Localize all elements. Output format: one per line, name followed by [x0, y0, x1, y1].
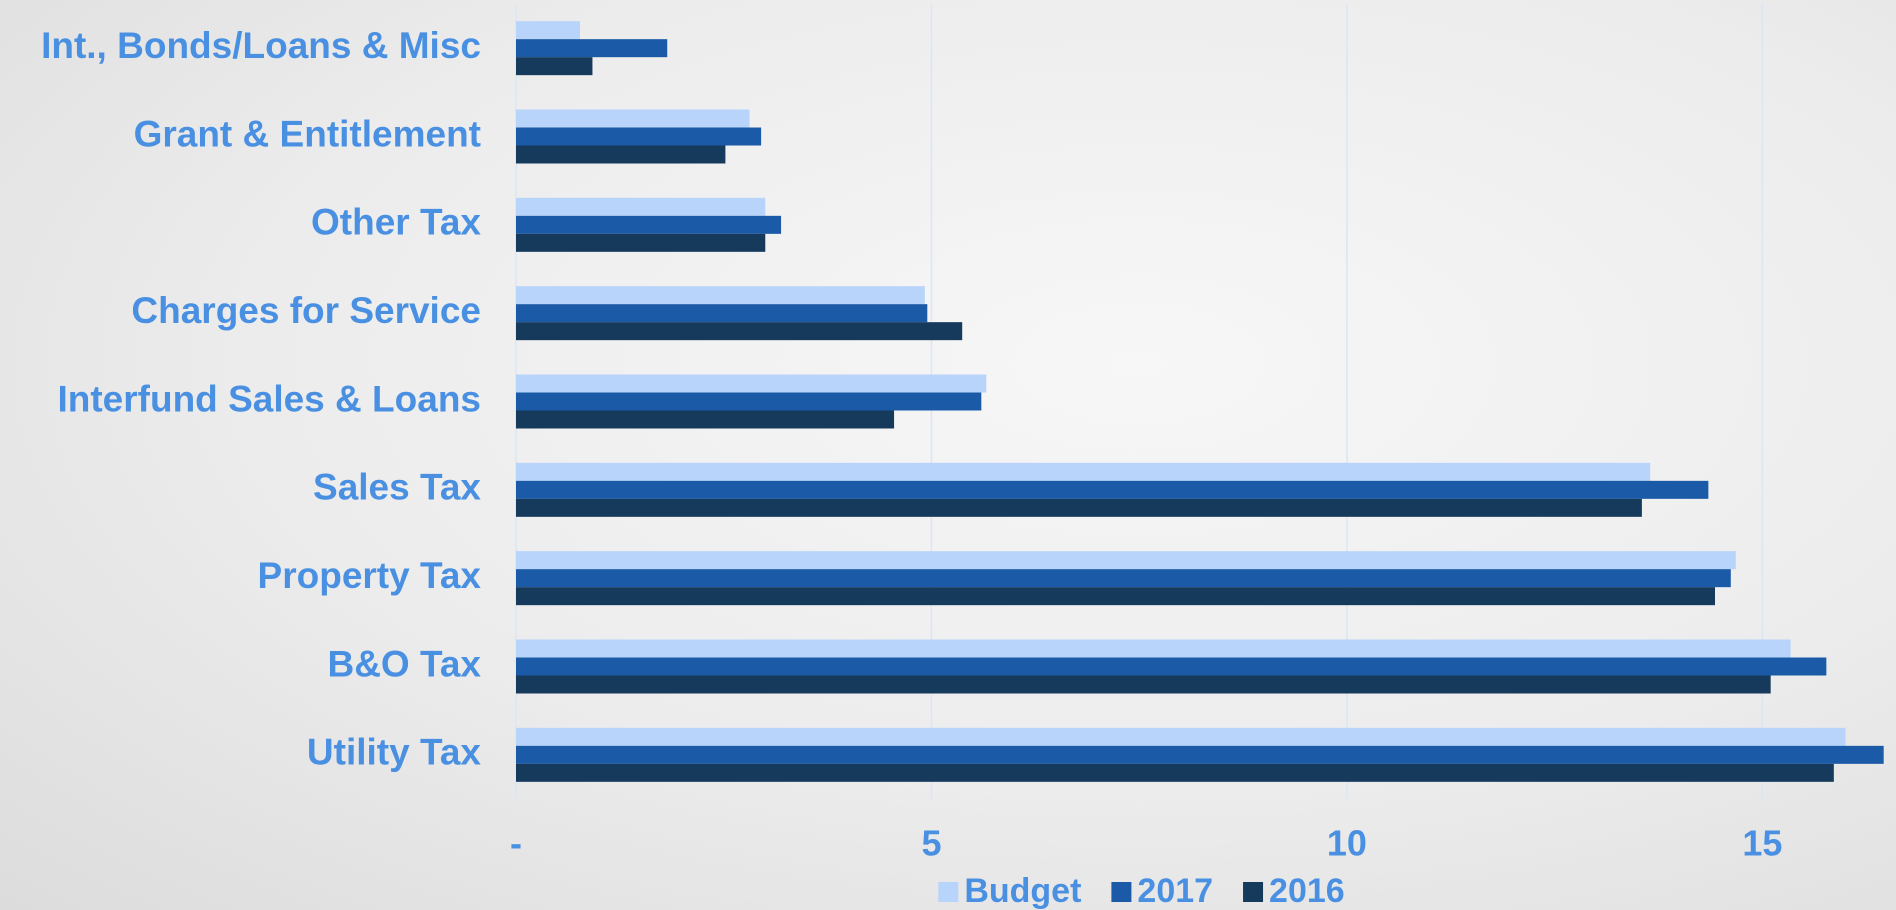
bar — [516, 304, 928, 323]
bar — [516, 498, 1642, 517]
bar — [516, 109, 750, 128]
bar — [516, 197, 766, 216]
bar — [516, 675, 1771, 694]
category-label: Sales Tax — [313, 467, 481, 508]
x-tick-label: - — [510, 823, 522, 864]
bar — [516, 763, 1834, 782]
bar — [516, 127, 762, 146]
bar — [516, 233, 766, 252]
category-label: Other Tax — [311, 202, 481, 243]
bar — [516, 410, 895, 429]
legend-label: 2017 — [1137, 872, 1213, 910]
x-tick-label: 15 — [1742, 823, 1782, 864]
x-tick-label: 5 — [921, 823, 941, 864]
legend-marker — [938, 882, 959, 902]
bar — [516, 374, 987, 393]
category-label: Utility Tax — [307, 732, 481, 773]
bar — [516, 745, 1884, 764]
bar — [516, 392, 982, 411]
category-label: Int., Bonds/Loans & Misc — [41, 25, 481, 66]
bar — [516, 462, 1651, 481]
category-label: Charges for Service — [131, 290, 481, 331]
bar — [516, 286, 925, 305]
category-label: Grant & Entitlement — [134, 113, 481, 154]
bar — [516, 639, 1791, 658]
bar — [516, 322, 963, 341]
legend-label: Budget — [964, 872, 1081, 910]
bar — [516, 587, 1716, 606]
legend-marker — [1111, 882, 1132, 902]
bar — [516, 727, 1846, 746]
bar — [516, 551, 1736, 570]
legend-label: 2016 — [1269, 872, 1345, 910]
legend-marker — [1243, 882, 1264, 902]
bar — [516, 39, 668, 58]
bar — [516, 569, 1731, 588]
bar — [516, 215, 782, 234]
category-label: Interfund Sales & Loans — [57, 378, 481, 419]
bar — [516, 57, 593, 76]
bar — [516, 21, 580, 40]
x-tick-label: 10 — [1327, 823, 1367, 864]
category-label: Property Tax — [258, 555, 482, 596]
bar — [516, 480, 1709, 499]
bar — [516, 145, 726, 164]
category-label: B&O Tax — [327, 643, 481, 684]
bar — [516, 657, 1827, 676]
